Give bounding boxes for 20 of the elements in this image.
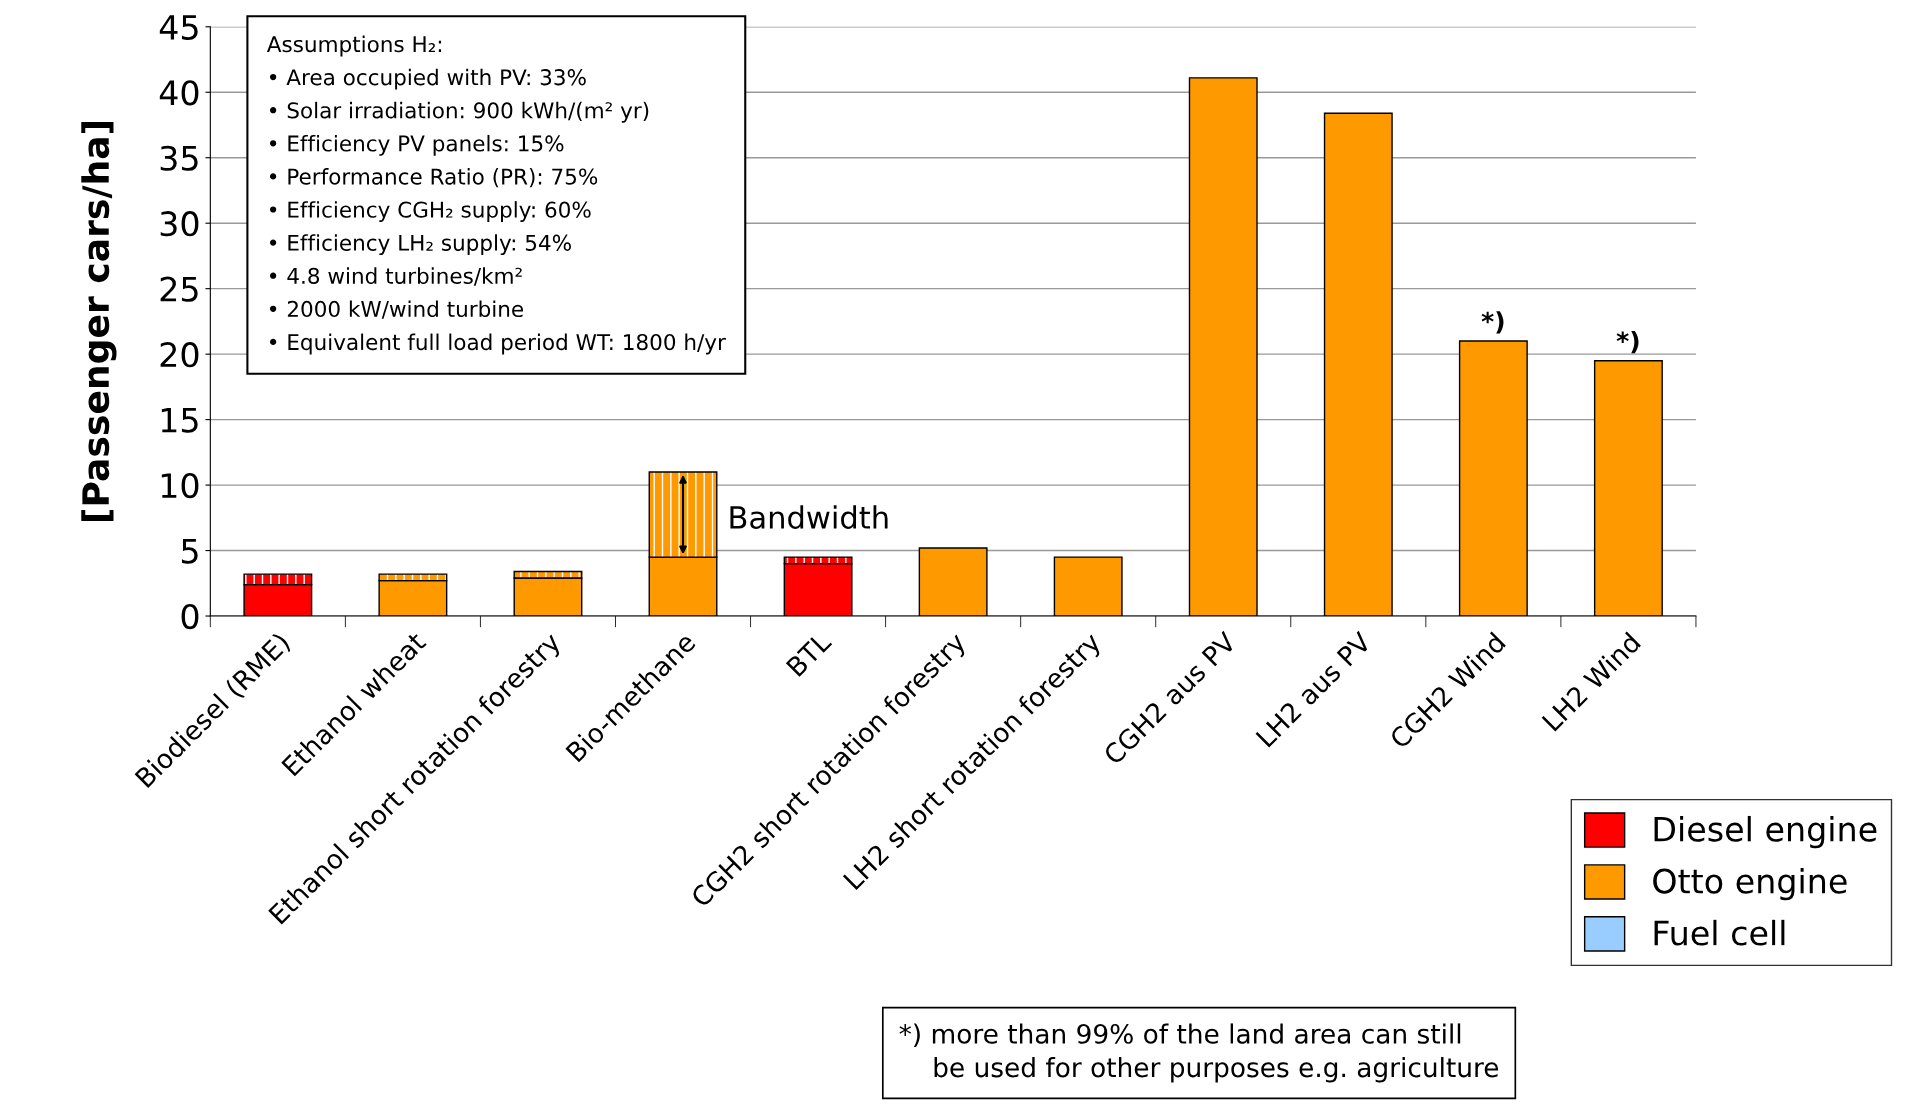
y-tick-label: 40 [159, 80, 199, 106]
y-tick-label: 35 [160, 145, 198, 171]
y-tick-label: 15 [161, 407, 198, 433]
y-tick-label: 45 [159, 15, 198, 40]
legend-label: Diesel engine [1654, 815, 1877, 849]
legend-label: Fuel cell [1654, 919, 1785, 946]
legend-label: Otto engine [1653, 867, 1847, 901]
y-tick-label: 20 [160, 342, 199, 368]
annotation: *) [1616, 330, 1639, 354]
y-tick-label: 25 [160, 276, 198, 302]
annotation: Bandwidth [730, 505, 888, 529]
y-tick-label: 0 [181, 603, 199, 630]
x-tick-label: BTL [785, 630, 833, 677]
text: Assumptions H₂: • Area occupied with PV: 33% • Solar irradiation: 900 kWh/(m² yr) • Efficiency PV panels: 15% • Performance Ratio (PR): 75% • Efficiency CGH₂ supply: 60% • Efficiency LH₂ supply: 54% • 4.8 wind turbines/km² • 2000 kW/wind turbine • Equivalent full load period WT: 1800 h/yr [266, 35, 726, 355]
text: *) more than 99% of the land area can still be used for other purposes e.g. agriculture [899, 1023, 1499, 1083]
y-tick-label: 5 [181, 538, 198, 564]
y-axis-title: [Passenger cars/ha] [81, 121, 117, 521]
y-tick-label: 10 [161, 473, 199, 499]
annotation: *) [1481, 311, 1504, 334]
y-tick-label: 30 [160, 211, 199, 237]
